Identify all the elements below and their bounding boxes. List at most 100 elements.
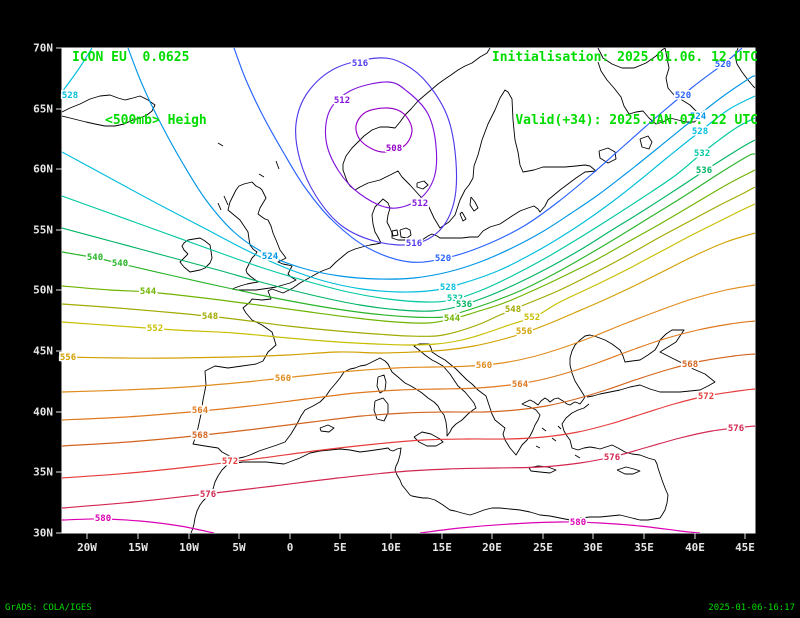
contour-label: 524 <box>690 112 707 122</box>
coastline-path <box>616 466 641 475</box>
header-right: Initialisation: 2025.01.06. 12 UTC Valid… <box>492 5 758 173</box>
contour-line-544 <box>62 169 755 324</box>
plot-area <box>61 47 756 534</box>
lat-label: 55N <box>33 224 53 237</box>
lon-label: 45E <box>735 541 755 554</box>
lon-label: 5W <box>232 541 246 554</box>
contour-label: 540 <box>87 253 103 263</box>
coastline-path <box>639 135 653 150</box>
contour-label: 540 <box>112 259 128 269</box>
contour-label: 580 <box>95 514 111 524</box>
contour-line-512 <box>324 81 438 209</box>
contour-line-576 <box>62 425 755 509</box>
creation-timestamp-label: 2025-01-06-16:17 <box>708 603 795 613</box>
axes-layer: 70N 65N 60N 55N 50N 45N 40N 35N 30N 20W 15W 10W 5W 0 5… <box>33 42 755 555</box>
contour-label: 516 <box>352 59 368 69</box>
contour-label: 512 <box>412 199 428 209</box>
lon-label: 35E <box>634 541 654 554</box>
contour-line-532 <box>62 117 755 303</box>
coastline-path <box>391 229 399 237</box>
contour-label: 552 <box>147 324 163 334</box>
lon-label: 30E <box>583 541 603 554</box>
coastline-path <box>541 427 547 432</box>
coastlines-layer <box>62 48 755 533</box>
lon-label: 15W <box>128 541 148 554</box>
contour-line-552 <box>62 203 755 346</box>
coastline-path <box>373 397 389 422</box>
lat-label: 65N <box>33 103 53 116</box>
contour-line-528 <box>62 48 93 93</box>
coastline-path <box>574 454 581 459</box>
contour-label: 512 <box>334 96 350 106</box>
contour-label: 580 <box>570 518 586 528</box>
contour-label: 508 <box>386 144 402 154</box>
contour-line-520 <box>233 48 743 263</box>
contour-label: 572 <box>698 392 714 402</box>
model-title: ICON EU 0.0625 <box>72 50 190 65</box>
lon-label: 20W <box>77 541 97 554</box>
coastline-path <box>413 431 444 447</box>
coastline-path <box>535 445 541 449</box>
contour-line-568 <box>62 353 755 447</box>
contour-label: 532 <box>694 149 710 159</box>
contour-label: 556 <box>60 353 76 363</box>
coastline-path <box>569 329 716 398</box>
contour-label: 572 <box>222 457 238 467</box>
lon-label: 0 <box>287 541 294 554</box>
coastline-path <box>342 48 597 244</box>
contour-label: 528 <box>440 283 456 293</box>
lon-label: 25E <box>533 541 553 554</box>
coastline-path <box>469 196 479 212</box>
lat-label: 60N <box>33 163 53 176</box>
lat-label: 30N <box>33 527 53 540</box>
coastline-path <box>223 195 229 206</box>
contour-label: 560 <box>275 374 291 384</box>
coastline-path <box>258 173 265 178</box>
contour-label: 528 <box>62 91 78 101</box>
coastline-path <box>179 237 213 273</box>
coastline-path <box>227 181 297 291</box>
contour-line-580 <box>419 521 701 533</box>
coastline-path <box>598 147 617 164</box>
lon-label: 40E <box>685 541 705 554</box>
contour-line-572 <box>62 388 755 479</box>
contour-label: 568 <box>192 431 208 441</box>
contour-label: 576 <box>604 453 620 463</box>
coastline-path <box>217 202 222 211</box>
contour-label: 528 <box>692 127 708 137</box>
lon-label: 15E <box>432 541 452 554</box>
contour-label: 524 <box>262 252 279 262</box>
contour-label: 568 <box>682 360 698 370</box>
lat-label: 70N <box>33 42 53 55</box>
contour-label: 564 <box>512 380 529 390</box>
contour-label: 576 <box>200 490 216 500</box>
lat-label: 50N <box>33 284 53 297</box>
contour-label: 516 <box>406 239 422 249</box>
contour-line-556 <box>62 232 755 359</box>
coastline-path <box>231 403 669 521</box>
lon-label: 5E <box>333 541 346 554</box>
contour-label: 544 <box>140 287 157 297</box>
contours-layer <box>62 48 755 533</box>
init-time-label: Initialisation: 2025.01.06. 12 UTC <box>491 50 758 65</box>
contour-label: 520 <box>675 91 691 101</box>
contour-line-524 <box>127 48 755 280</box>
contour-label: 520 <box>715 60 731 70</box>
contour-line-536 <box>62 139 755 312</box>
coastline-path <box>734 48 755 89</box>
lat-label: 40N <box>33 406 53 419</box>
contour-label: 576 <box>728 424 744 434</box>
contour-label: 544 <box>444 314 461 324</box>
coastline-path <box>557 425 562 430</box>
lon-label: 10W <box>179 541 199 554</box>
coastline-path <box>399 227 412 239</box>
contour-line-540 <box>62 153 755 319</box>
lat-label: 45N <box>33 345 53 358</box>
contour-label: 536 <box>696 166 712 176</box>
lon-label: 20E <box>482 541 502 554</box>
contour-label: 548 <box>505 305 521 315</box>
contour-label: 552 <box>524 313 540 323</box>
coastline-path <box>217 142 224 147</box>
